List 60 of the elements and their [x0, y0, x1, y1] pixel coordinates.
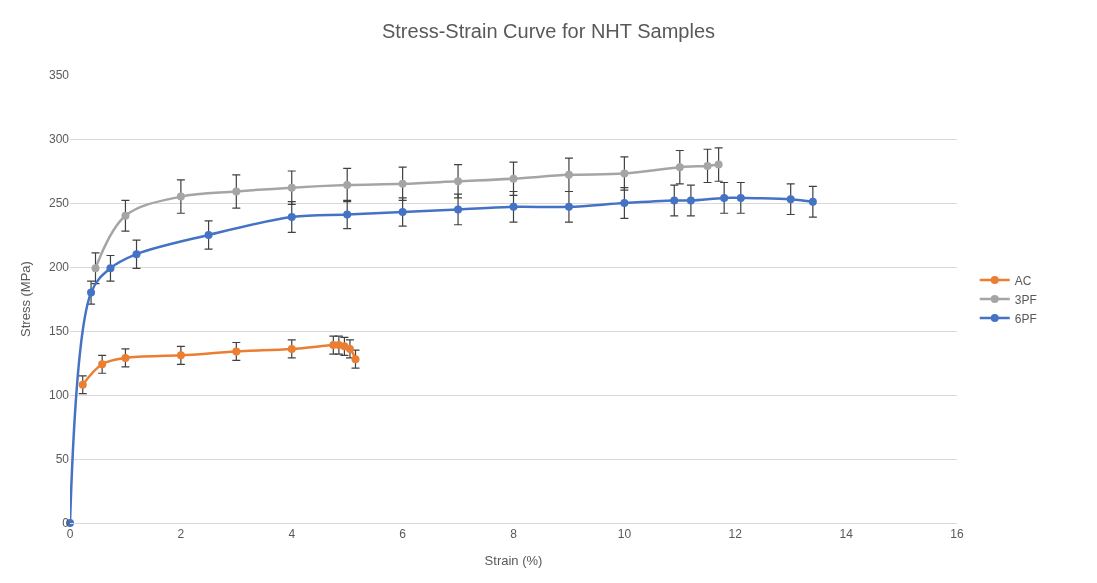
point	[351, 355, 360, 364]
point	[808, 197, 817, 206]
x-tick-label: 2	[177, 527, 185, 542]
point	[87, 288, 96, 297]
point	[564, 170, 573, 179]
point	[564, 202, 573, 211]
point	[786, 195, 795, 204]
x-tick-label: 6	[399, 527, 407, 542]
y-axis-title: Stress (MPa)	[17, 261, 33, 337]
point	[398, 207, 407, 216]
point	[121, 353, 130, 362]
x-axis-title: Strain (%)	[484, 553, 543, 568]
x-tick-label: 14	[839, 527, 854, 542]
point	[345, 344, 354, 353]
point	[91, 264, 100, 273]
y-tick-label: 50	[55, 452, 70, 467]
y-tick-label: 250	[48, 196, 70, 211]
point	[686, 196, 695, 205]
x-tick-label: 8	[510, 527, 518, 542]
point	[287, 344, 296, 353]
point	[176, 192, 185, 201]
point	[343, 210, 352, 219]
point	[509, 202, 518, 211]
point	[509, 174, 518, 183]
point	[703, 161, 712, 170]
point	[343, 181, 352, 190]
x-tick-label: 16	[950, 527, 964, 542]
point	[620, 199, 629, 207]
point	[736, 193, 745, 202]
chart-title: Stress-Strain Curve for NHT Samples	[381, 19, 716, 42]
point	[232, 187, 241, 196]
point	[204, 231, 213, 239]
legend-label: AC	[1014, 273, 1032, 288]
point	[454, 205, 463, 214]
point	[670, 196, 679, 205]
y-tick-label: 100	[48, 388, 70, 403]
y-tick-label: 350	[48, 68, 70, 83]
point	[287, 183, 296, 192]
point	[132, 250, 141, 259]
y-tick-label: 200	[48, 260, 70, 275]
point	[398, 179, 407, 188]
legend-label: 6PF	[1014, 311, 1037, 326]
point	[620, 169, 629, 178]
point	[675, 163, 684, 172]
point	[232, 347, 241, 356]
point	[78, 380, 87, 389]
y-tick-label: 300	[48, 132, 70, 147]
point	[714, 160, 723, 169]
point	[106, 264, 115, 273]
point	[454, 177, 463, 186]
y-tick-label: 150	[48, 324, 70, 339]
x-tick-label: 10	[617, 527, 632, 542]
point	[121, 211, 130, 220]
point	[287, 213, 296, 222]
point	[720, 193, 729, 202]
legend-label: 3PF	[1014, 292, 1037, 307]
point	[176, 351, 185, 360]
point	[98, 360, 107, 369]
x-tick-label: 12	[728, 527, 743, 542]
x-tick-label: 4	[288, 527, 296, 542]
